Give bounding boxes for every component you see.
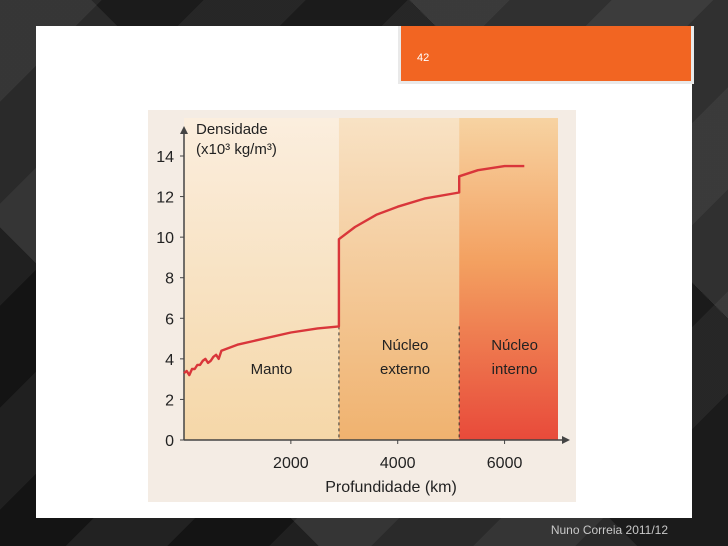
y-tick-label-12: 12: [156, 190, 174, 207]
y-tick-label-0: 0: [165, 433, 174, 450]
x-tick-label-6000: 6000: [487, 455, 523, 472]
y-tick-label-14: 14: [156, 149, 174, 166]
x-tick-label-4000: 4000: [380, 455, 416, 472]
y-tick-label-4: 4: [165, 352, 174, 369]
footer-credit: Nuno Correia 2011/12: [550, 523, 668, 537]
y-tick-label-6: 6: [165, 311, 174, 328]
y-tick-label-10: 10: [156, 230, 174, 247]
x-axis-label: Profundidade (km): [325, 479, 457, 496]
chart-photo: 0 2 4 6 8 10 12 14 2000 4000 6000 Densidade (x10³ k…: [148, 110, 576, 502]
region-1: [338, 118, 460, 440]
region-label-2-line1: Núcleo: [491, 337, 538, 354]
y-axis-arrow: [180, 126, 188, 134]
slide-number: 42: [417, 52, 430, 64]
region-label-1-line1: Núcleo: [382, 337, 429, 354]
slide-number-tab: 42: [398, 26, 694, 84]
x-axis-arrow: [562, 436, 570, 444]
y-tick-label-2: 2: [165, 392, 174, 409]
y-axis-label-2: (x10³ kg/m³): [196, 141, 277, 158]
region-0: [184, 118, 339, 440]
x-tick-label-2000: 2000: [273, 455, 309, 472]
density-chart: 0 2 4 6 8 10 12 14 2000 4000 6000 Densidade (x10³ k…: [156, 118, 570, 496]
y-tick-label-8: 8: [165, 271, 174, 288]
y-axis-label-1: Densidade: [196, 121, 268, 138]
region-label-0-line2: Manto: [251, 361, 293, 378]
region-label-1-line2: externo: [380, 361, 430, 378]
region-label-2-line2: interno: [492, 361, 538, 378]
density-curve: [183, 164, 525, 377]
